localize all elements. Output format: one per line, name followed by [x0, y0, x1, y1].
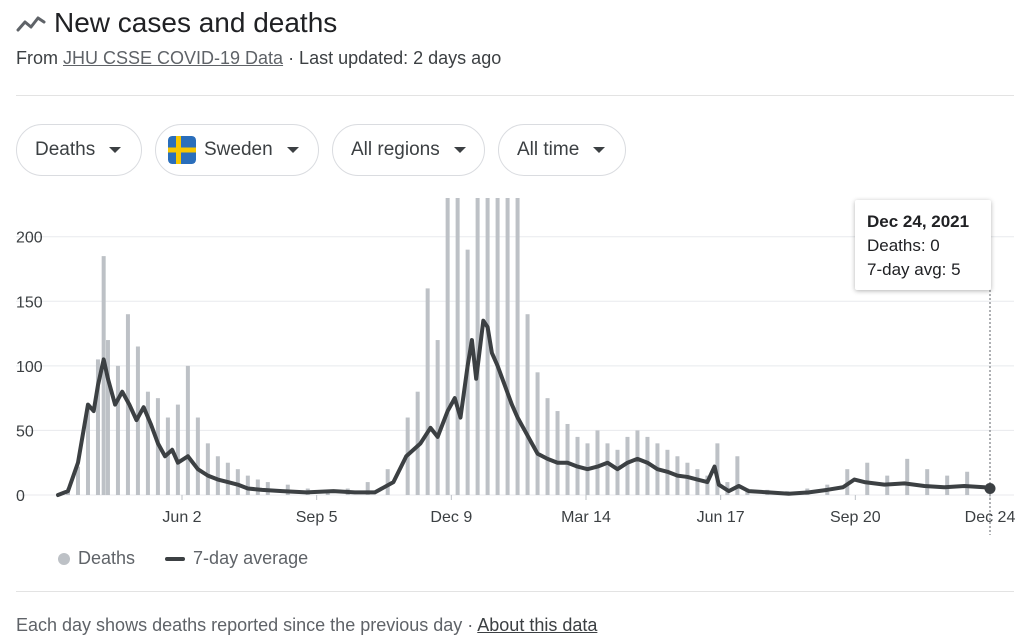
- x-tick-label: Dec 24: [965, 509, 1016, 526]
- tooltip-deaths: Deaths: 0: [867, 236, 940, 255]
- death-bar: [735, 456, 740, 495]
- death-bar: [905, 458, 910, 495]
- y-tick-label: 200: [16, 230, 43, 247]
- death-bar: [455, 198, 460, 495]
- x-tick-label: Sep 5: [296, 509, 338, 526]
- death-bar: [185, 365, 190, 495]
- time-range-dropdown[interactable]: All time: [498, 124, 626, 176]
- bottom-divider: [16, 591, 1014, 592]
- death-bar: [445, 198, 450, 495]
- country-dropdown-label: Sweden: [204, 139, 273, 160]
- legend-bar-swatch: [58, 552, 70, 565]
- death-bar: [595, 430, 600, 495]
- tooltip-date: Dec 24, 2021: [867, 212, 970, 231]
- last-updated: · Last updated: 2 days ago: [283, 48, 502, 68]
- y-tick-label: 100: [16, 359, 43, 376]
- average-line: [56, 318, 992, 497]
- about-data-link[interactable]: About this data: [477, 615, 598, 635]
- death-bar: [235, 469, 240, 495]
- death-bar: [105, 340, 110, 495]
- region-dropdown[interactable]: All regions: [332, 124, 485, 176]
- y-tick-label: 150: [16, 294, 43, 311]
- y-tick-label: 0: [16, 488, 25, 505]
- death-bar: [145, 391, 150, 495]
- chevron-down-icon: [593, 147, 606, 153]
- x-tick-label: Jun 2: [162, 509, 201, 526]
- chart-header: New cases and deaths: [16, 6, 337, 40]
- x-tick-label: Mar 14: [561, 509, 611, 526]
- top-divider: [16, 95, 1014, 96]
- footer: Each day shows deaths reported since the…: [16, 615, 597, 636]
- chart-tooltip: Dec 24, 2021 Deaths: 0 7-day avg: 5: [855, 200, 991, 290]
- death-bar: [925, 469, 930, 495]
- death-bar: [95, 359, 100, 495]
- legend-average: 7-day average: [193, 548, 309, 568]
- sweden-flag-icon: [168, 136, 196, 164]
- death-bar: [85, 404, 90, 495]
- death-bar: [525, 314, 530, 495]
- country-dropdown[interactable]: Sweden: [155, 124, 319, 176]
- death-bar: [101, 256, 106, 495]
- chevron-down-icon: [286, 147, 299, 153]
- y-tick-label: 50: [16, 423, 34, 440]
- death-bar: [505, 198, 510, 495]
- death-bar: [865, 462, 870, 495]
- death-bar: [645, 436, 650, 495]
- time-range-dropdown-label: All time: [517, 139, 580, 160]
- death-bar: [705, 475, 710, 495]
- death-bar: [215, 456, 220, 495]
- deaths-chart[interactable]: Jun 2 Sep 5 Dec 9 Mar 14 Jun 17 Sep 20 Dec 24 …: [0, 190, 1024, 540]
- death-bar: [555, 411, 560, 495]
- source-link[interactable]: JHU CSSE COVID-19 Data: [63, 48, 284, 68]
- subtitle: From JHU CSSE COVID-19 Data · Last updat…: [16, 48, 501, 69]
- death-bar: [385, 469, 390, 495]
- death-bar: [225, 462, 230, 495]
- hover-point: [984, 483, 996, 495]
- metric-dropdown[interactable]: Deaths: [16, 124, 142, 176]
- trending-icon: [16, 16, 46, 32]
- death-bar: [365, 482, 370, 495]
- death-bar: [965, 471, 970, 495]
- death-bar: [205, 443, 210, 495]
- death-bar: [625, 436, 630, 495]
- legend-deaths: Deaths: [78, 548, 136, 568]
- death-bar: [605, 443, 610, 495]
- chevron-down-icon: [109, 147, 122, 153]
- death-bar: [715, 443, 720, 495]
- region-dropdown-label: All regions: [351, 139, 440, 160]
- metric-dropdown-label: Deaths: [35, 139, 96, 160]
- death-bar: [565, 423, 570, 495]
- legend-line-swatch: [165, 556, 186, 561]
- x-tick-label: Dec 9: [430, 509, 472, 526]
- filter-bar: Deaths Sweden All regions All time: [16, 124, 626, 176]
- footer-separator: ·: [462, 615, 478, 635]
- death-bar: [695, 469, 700, 495]
- footer-note: Each day shows deaths reported since the…: [16, 615, 463, 635]
- death-bar: [485, 198, 490, 495]
- death-bar: [115, 365, 120, 495]
- death-bar: [545, 398, 550, 495]
- tooltip-average: 7-day avg: 5: [867, 260, 961, 279]
- death-bar: [435, 340, 440, 495]
- death-bar: [475, 198, 480, 495]
- subtitle-prefix: From: [16, 48, 63, 68]
- death-bar: [515, 198, 520, 495]
- death-bar: [75, 466, 80, 495]
- death-bar: [245, 475, 250, 495]
- x-tick-label: Sep 20: [830, 509, 881, 526]
- death-bar: [175, 404, 180, 495]
- death-bar: [615, 449, 620, 495]
- death-bar: [635, 430, 640, 495]
- x-tick-label: Jun 17: [697, 509, 745, 526]
- death-bar: [425, 288, 430, 495]
- death-bar: [195, 417, 200, 495]
- death-bar: [255, 479, 260, 495]
- page-title: New cases and deaths: [54, 7, 338, 38]
- death-bar: [495, 198, 500, 495]
- chart-legend: Deaths 7-day average: [58, 548, 308, 569]
- death-bar: [535, 372, 540, 495]
- chevron-down-icon: [453, 147, 466, 153]
